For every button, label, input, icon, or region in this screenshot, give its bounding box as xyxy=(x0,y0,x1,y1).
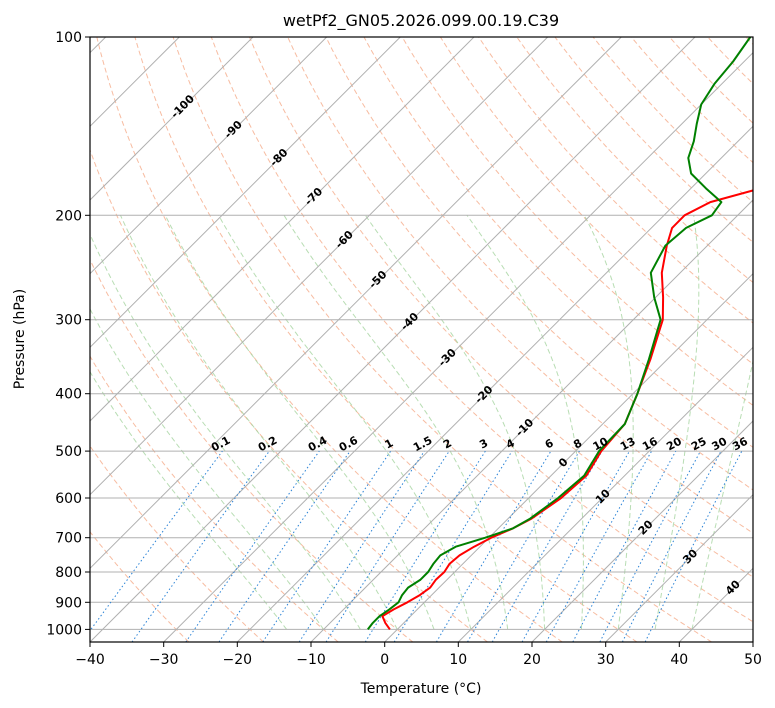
isotherm xyxy=(90,37,328,275)
mixing-ratio-line xyxy=(218,450,351,642)
plot-frame xyxy=(89,36,754,643)
mixing-ratio-label: 13 xyxy=(618,435,638,454)
isotherm xyxy=(90,37,254,201)
dry-adiabat xyxy=(90,445,264,642)
dry-adiabat xyxy=(172,37,712,642)
dry-adiabat xyxy=(249,37,753,578)
mixing-ratio-line xyxy=(521,450,630,642)
mixing-ratio-line xyxy=(393,450,513,642)
isotherm xyxy=(90,37,401,349)
mixing-ratio-line xyxy=(185,450,320,642)
mixing-ratio-line xyxy=(644,450,743,642)
x-tick-label: −20 xyxy=(223,652,253,668)
dry-adiabat xyxy=(325,37,753,491)
x-tick-label: 40 xyxy=(670,652,688,668)
dry-adiabat xyxy=(516,37,753,284)
dry-adiabat xyxy=(96,37,563,642)
y-tick-label: 500 xyxy=(55,444,82,460)
x-tick-label: −30 xyxy=(149,652,179,668)
mixing-ratio-line xyxy=(545,450,653,642)
y-tick-label: 200 xyxy=(55,208,82,224)
y-tick-label: 300 xyxy=(55,313,82,329)
dry-adiabat xyxy=(90,355,339,642)
y-tick-label: 800 xyxy=(55,565,82,581)
isotherm xyxy=(236,125,753,642)
x-tick-label: 0 xyxy=(380,652,389,668)
mixing-ratio-line xyxy=(298,450,425,642)
isotherm xyxy=(90,37,622,570)
isotherm xyxy=(457,346,753,642)
y-tick-label: 900 xyxy=(55,595,82,611)
isotherm xyxy=(90,37,475,422)
mixing-ratio-label: 16 xyxy=(640,435,660,454)
plot-background xyxy=(90,37,753,642)
mixing-ratio-label: 36 xyxy=(730,435,750,454)
mixing-ratio-label: 20 xyxy=(664,435,684,454)
mixing-ratio-line xyxy=(131,450,270,642)
y-tick-label: 400 xyxy=(55,387,82,403)
mixing-ratio-line xyxy=(90,450,223,632)
x-tick-label: −10 xyxy=(296,652,326,668)
isotherm xyxy=(90,37,696,642)
mixing-ratio-label: 25 xyxy=(689,435,709,454)
x-tick-label: 10 xyxy=(449,652,467,668)
dry-adiabat xyxy=(90,148,488,642)
dry-adiabat xyxy=(401,37,753,406)
isotherm xyxy=(90,37,549,496)
y-tick-label: 600 xyxy=(55,491,82,507)
mixing-ratio-line xyxy=(572,450,677,642)
chart-title: wetPf2_GN05.2026.099.00.19.C39 xyxy=(283,11,559,31)
dry-adiabat xyxy=(210,37,753,623)
isotherm xyxy=(531,420,753,642)
y-tick-label: 1000 xyxy=(46,622,82,638)
moist-adiabat xyxy=(120,215,398,630)
y-axis-label: Pressure (hPa) xyxy=(12,289,28,389)
mixing-ratio-label: 30 xyxy=(710,435,730,454)
x-tick-label: 20 xyxy=(523,652,541,668)
y-tick-label: 100 xyxy=(55,30,82,46)
x-tick-label: 30 xyxy=(597,652,615,668)
mixing-ratio-line xyxy=(325,450,450,642)
x-axis-label: Temperature (°C) xyxy=(360,681,482,697)
isotherm xyxy=(310,199,753,642)
moist-adiabat xyxy=(90,308,325,630)
isotherm xyxy=(605,493,753,642)
x-tick-label: −40 xyxy=(75,652,105,668)
dry-adiabat xyxy=(90,531,190,642)
moist-adiabat xyxy=(218,215,472,630)
y-tick-label: 700 xyxy=(55,531,82,547)
mixing-ratio-label: 10 xyxy=(591,435,611,454)
dewpoint-profile-line xyxy=(367,37,752,631)
isotherm xyxy=(163,51,753,642)
x-tick-label: 50 xyxy=(744,652,762,668)
dry-adiabat xyxy=(134,37,638,642)
mixing-ratio-line xyxy=(262,450,392,642)
